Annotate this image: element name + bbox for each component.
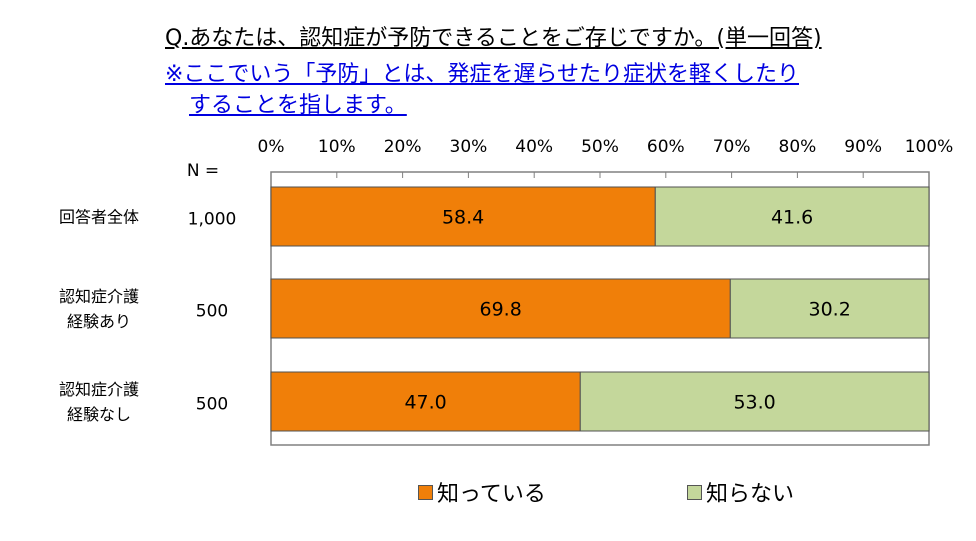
question-note-line2: することを指します。	[189, 93, 407, 118]
x-tick-label: 10%	[318, 137, 356, 157]
bar-segment	[270, 371, 581, 432]
legend-swatch-known	[418, 484, 433, 500]
data-label: 41.6	[771, 207, 813, 229]
x-tick-label: 90%	[844, 137, 882, 157]
data-label: 69.8	[479, 299, 521, 321]
category-label: 経験あり	[67, 312, 131, 331]
n-value: 1,000	[188, 210, 237, 230]
data-label: 53.0	[733, 392, 775, 414]
x-tick-label: 30%	[450, 137, 488, 157]
bar-segment	[654, 186, 930, 247]
legend-item-known: 知っている	[418, 476, 546, 508]
category-label: 回答者全体	[59, 208, 139, 227]
question-note-line1: ※ここでいう「予防」とは、発症を遅らせたり症状を軽くしたり	[165, 62, 799, 87]
legend-label-unknown: 知らない	[706, 482, 795, 507]
x-tick-label: 20%	[384, 137, 422, 157]
x-tick-label: 40%	[515, 137, 553, 157]
question-title: Q.あなたは、認知症が予防できることをご存じですか。(単一回答)	[165, 26, 822, 51]
category-label: 認知症介護	[59, 380, 139, 399]
x-tick-label: 50%	[581, 137, 619, 157]
legend-item-unknown: 知らない	[687, 476, 794, 508]
data-label: 58.4	[442, 207, 484, 229]
data-label: 47.0	[404, 392, 446, 414]
x-tick-label: 70%	[713, 137, 751, 157]
x-tick-label: 100%	[905, 137, 954, 157]
legend-swatch-unknown	[687, 484, 702, 500]
x-tick-label: 80%	[779, 137, 817, 157]
data-label: 30.2	[808, 299, 850, 321]
category-label: 認知症介護	[59, 287, 139, 306]
n-value: 500	[196, 302, 228, 322]
x-tick-label: 60%	[647, 137, 685, 157]
bar-segment	[270, 186, 656, 247]
bar-segment	[729, 278, 930, 339]
n-value: 500	[196, 395, 228, 415]
bar-segment	[579, 371, 930, 432]
legend-label-known: 知っている	[437, 482, 546, 507]
n-header: N =	[187, 161, 219, 181]
category-label: 経験なし	[67, 405, 131, 424]
x-tick-label: 0%	[258, 137, 285, 157]
question-note: ※ここでいう「予防」とは、発症を遅らせたり症状を軽くしたり することを指します。	[165, 59, 799, 121]
